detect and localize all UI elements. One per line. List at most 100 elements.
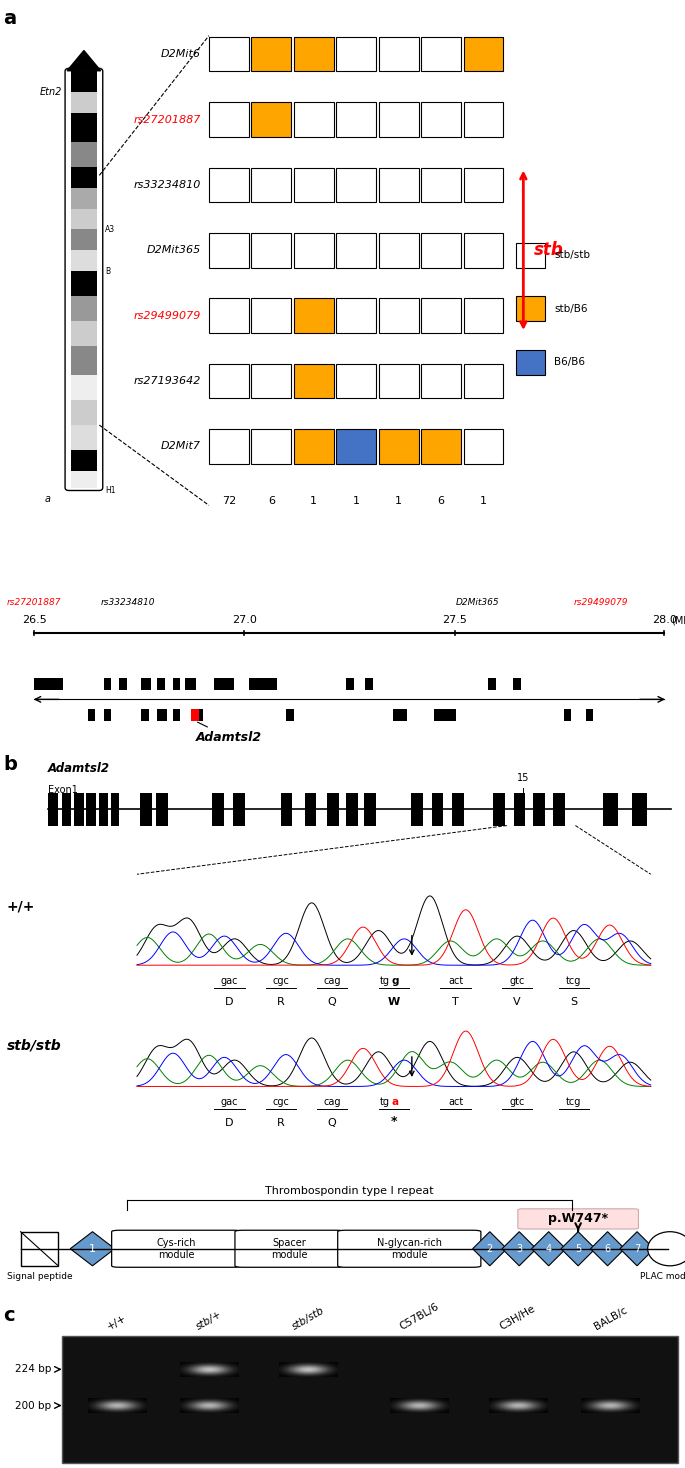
Bar — [464, 37, 503, 72]
Text: gtc: gtc — [510, 976, 525, 985]
Text: b: b — [3, 755, 17, 774]
Bar — [71, 113, 97, 142]
Bar — [190, 709, 199, 721]
Bar — [141, 678, 151, 690]
Text: cgc: cgc — [273, 1097, 289, 1107]
Bar — [88, 709, 95, 721]
Bar — [452, 793, 464, 825]
Bar — [421, 429, 461, 464]
Bar — [421, 37, 461, 72]
Bar — [514, 793, 525, 825]
Bar — [365, 678, 373, 690]
Bar — [286, 709, 294, 721]
Text: stb/stb: stb/stb — [290, 1307, 326, 1333]
Bar — [71, 142, 97, 167]
Bar — [209, 429, 249, 464]
Bar — [71, 451, 97, 471]
Bar — [251, 298, 291, 333]
Bar — [336, 233, 376, 267]
Bar — [251, 103, 291, 137]
Text: Exon1: Exon1 — [48, 785, 78, 796]
Text: a: a — [3, 9, 16, 28]
Bar — [379, 103, 419, 137]
Bar — [464, 298, 503, 333]
Bar — [432, 793, 443, 825]
Bar — [86, 793, 96, 825]
Bar — [71, 401, 97, 426]
Text: 1: 1 — [395, 496, 402, 506]
Text: 15: 15 — [516, 774, 529, 782]
Bar — [71, 321, 97, 346]
Bar — [421, 167, 461, 203]
Text: 1: 1 — [480, 496, 487, 506]
Text: 27.5: 27.5 — [442, 615, 467, 625]
Text: a: a — [45, 495, 51, 505]
Bar — [71, 167, 97, 188]
Bar — [603, 793, 618, 825]
Bar — [379, 429, 419, 464]
Bar — [71, 72, 97, 92]
Text: BALB/c: BALB/c — [592, 1305, 629, 1333]
Text: 3: 3 — [516, 1243, 522, 1254]
Bar — [586, 709, 593, 721]
Text: 6: 6 — [605, 1243, 610, 1254]
Text: 1: 1 — [353, 496, 360, 506]
Text: act: act — [448, 1097, 463, 1107]
Bar — [553, 793, 565, 825]
Bar — [516, 297, 545, 321]
Bar — [251, 364, 291, 398]
Bar — [209, 233, 249, 267]
Bar — [379, 167, 419, 203]
Bar — [464, 364, 503, 398]
Bar — [186, 678, 196, 690]
Bar — [379, 364, 419, 398]
Bar — [379, 233, 419, 267]
Bar — [393, 709, 408, 721]
Text: Signal peptide: Signal peptide — [7, 1271, 72, 1282]
Text: D2Mit365: D2Mit365 — [456, 599, 499, 608]
Bar — [533, 793, 545, 825]
Text: PLAC module: PLAC module — [640, 1271, 685, 1282]
Text: tcg: tcg — [566, 1097, 582, 1107]
Bar — [140, 793, 152, 825]
Text: 7: 7 — [634, 1243, 640, 1254]
Text: (Mb): (Mb) — [671, 615, 685, 625]
Bar — [111, 793, 119, 825]
Bar — [493, 793, 505, 825]
Bar — [281, 793, 292, 825]
Bar — [71, 229, 97, 251]
Bar — [141, 709, 149, 721]
Bar — [214, 678, 234, 690]
Bar — [513, 678, 521, 690]
Text: Q: Q — [328, 997, 336, 1007]
Bar — [464, 429, 503, 464]
Bar — [71, 92, 97, 113]
Polygon shape — [620, 1232, 654, 1265]
Text: stb/B6: stb/B6 — [554, 304, 588, 314]
Bar — [336, 364, 376, 398]
Bar — [327, 793, 339, 825]
Text: 28.0: 28.0 — [652, 615, 677, 625]
Text: act: act — [448, 976, 463, 985]
Polygon shape — [502, 1232, 536, 1265]
Text: gac: gac — [221, 1097, 238, 1107]
Bar — [464, 233, 503, 267]
Text: 2: 2 — [486, 1243, 493, 1254]
Bar — [209, 167, 249, 203]
Text: 1: 1 — [89, 1243, 96, 1254]
Polygon shape — [561, 1232, 595, 1265]
Text: B: B — [105, 267, 110, 276]
Text: *: * — [390, 1116, 397, 1129]
Text: D2Mit7: D2Mit7 — [161, 442, 201, 452]
Bar — [157, 678, 164, 690]
Text: rs33234810: rs33234810 — [100, 599, 155, 608]
Bar — [632, 793, 647, 825]
Bar — [336, 429, 376, 464]
Bar — [346, 793, 358, 825]
Bar — [336, 167, 376, 203]
Text: D: D — [225, 1119, 234, 1129]
Bar — [564, 709, 571, 721]
Text: rs29499079: rs29499079 — [134, 311, 201, 320]
Text: C3H/He: C3H/He — [498, 1304, 538, 1333]
Bar — [156, 793, 168, 825]
